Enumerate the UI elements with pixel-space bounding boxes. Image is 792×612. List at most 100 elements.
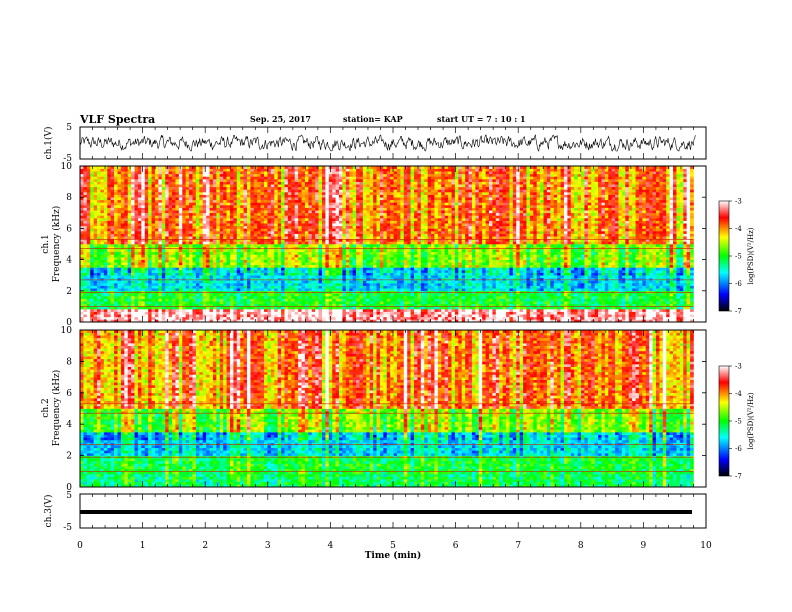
spectrogram-cell (336, 275, 340, 278)
spectrogram-cell (342, 278, 346, 281)
spectrogram-cell (632, 262, 636, 265)
spectrogram-cell (462, 252, 466, 255)
spectrogram-cell (131, 265, 135, 268)
spectrogram-cell (431, 286, 435, 289)
spectrogram-cell (315, 249, 319, 252)
spectrogram-cell (629, 280, 633, 283)
spectrogram-cell (636, 254, 640, 257)
spectrogram-cell (329, 252, 333, 255)
spectrogram-cell (295, 301, 299, 304)
spectrogram-cell (547, 254, 551, 257)
spectrogram-cell (629, 312, 633, 315)
spectrogram-cell (138, 260, 142, 263)
spectrogram-cell (673, 257, 677, 260)
spectrogram-cell (687, 267, 691, 270)
spectrogram-cell (216, 265, 220, 268)
spectrogram-cell (523, 306, 527, 309)
spectrogram-cell (131, 286, 135, 289)
spectrogram-cell (598, 273, 602, 276)
spectrogram-cell (182, 280, 186, 283)
spectrogram-cell (94, 262, 98, 265)
spectrogram-cell (312, 299, 316, 302)
spectrogram-cell (690, 293, 694, 296)
spectrogram-cell (465, 299, 469, 302)
spectrogram-cell (547, 273, 551, 276)
spectrogram-cell (80, 280, 84, 283)
spectrogram-cell (380, 280, 384, 283)
spectrogram-cell (489, 267, 493, 270)
spectrogram-cell (291, 265, 295, 268)
spectrogram-cell (394, 273, 398, 276)
spectrogram-cell (80, 273, 84, 276)
spectrogram-cell (424, 270, 428, 273)
spectrogram-cell (509, 275, 513, 278)
spectrogram-cell (475, 262, 479, 265)
spectrogram-cell (581, 296, 585, 299)
spectrogram-cell (533, 257, 537, 260)
spectrogram-cell (220, 293, 224, 296)
spectrogram-cell (547, 262, 551, 265)
spectrogram-cell (598, 317, 602, 320)
spectrogram-cell (182, 299, 186, 302)
spectrogram-cell (162, 293, 166, 296)
spectrogram-cell (257, 288, 261, 291)
spectrogram-cell (683, 314, 687, 317)
spectrogram-cell (346, 267, 350, 270)
spectrogram-cell (656, 267, 660, 270)
spectrogram-cell (458, 299, 462, 302)
spectrogram-cell (482, 262, 486, 265)
spectrogram-cell (199, 283, 203, 286)
spectrogram-cell (83, 249, 87, 252)
spectrogram-cell (448, 270, 452, 273)
spectrogram-cell (196, 257, 200, 260)
spectrogram-cell (656, 280, 660, 283)
spectrogram-cell (302, 296, 306, 299)
spectrogram-cell (445, 267, 449, 270)
spectrogram-cell (458, 309, 462, 312)
spectrogram-cell (336, 280, 340, 283)
spectrogram-cell (595, 278, 599, 281)
spectrogram-cell (581, 286, 585, 289)
spectrogram-cell (196, 273, 200, 276)
spectrogram-cell (240, 265, 244, 268)
spectrogram-cell (107, 257, 111, 260)
spectrogram-cell (581, 299, 585, 302)
spectrogram-cell (544, 288, 548, 291)
spectrogram-cell (571, 293, 575, 296)
spectrogram-cell (492, 270, 496, 273)
spectrogram-cell (359, 249, 363, 252)
spectrogram-cell (244, 286, 248, 289)
spectrogram-cell (441, 296, 445, 299)
spectrogram-cell (158, 262, 162, 265)
spectrogram-cell (281, 306, 285, 309)
spectrogram-cell (298, 249, 302, 252)
spectrogram-cell (526, 301, 530, 304)
spectrogram-cell (257, 252, 261, 255)
spectrogram-cell (676, 265, 680, 268)
spectrogram-cell (281, 267, 285, 270)
spectrogram-cell (458, 257, 462, 260)
spectrogram-cell (121, 270, 125, 273)
spectrogram-cell (390, 249, 394, 252)
spectrogram-cell (264, 257, 268, 260)
spectrogram-cell (445, 273, 449, 276)
spectrogram-cell (206, 296, 210, 299)
spectrogram-cell (332, 273, 336, 276)
spectrogram-cell (138, 275, 142, 278)
spectrogram-cell (349, 265, 353, 268)
spectrogram-cell (107, 306, 111, 309)
spectrogram-cell (482, 317, 486, 320)
spectrogram-cell (213, 317, 217, 320)
spectrogram-cell (387, 260, 391, 263)
spectrogram-cell (359, 262, 363, 265)
spectrogram-cell (509, 288, 513, 291)
spectrogram-cell (111, 299, 115, 302)
spectrogram-cell (261, 314, 265, 317)
spectrogram-cell (117, 267, 121, 270)
spectrogram-cell (257, 249, 261, 252)
spectrogram-cell (578, 260, 582, 263)
spectrogram-cell (482, 314, 486, 317)
spectrogram-cell (636, 280, 640, 283)
spectrogram-cell (179, 252, 183, 255)
spectrogram-cell (114, 288, 118, 291)
